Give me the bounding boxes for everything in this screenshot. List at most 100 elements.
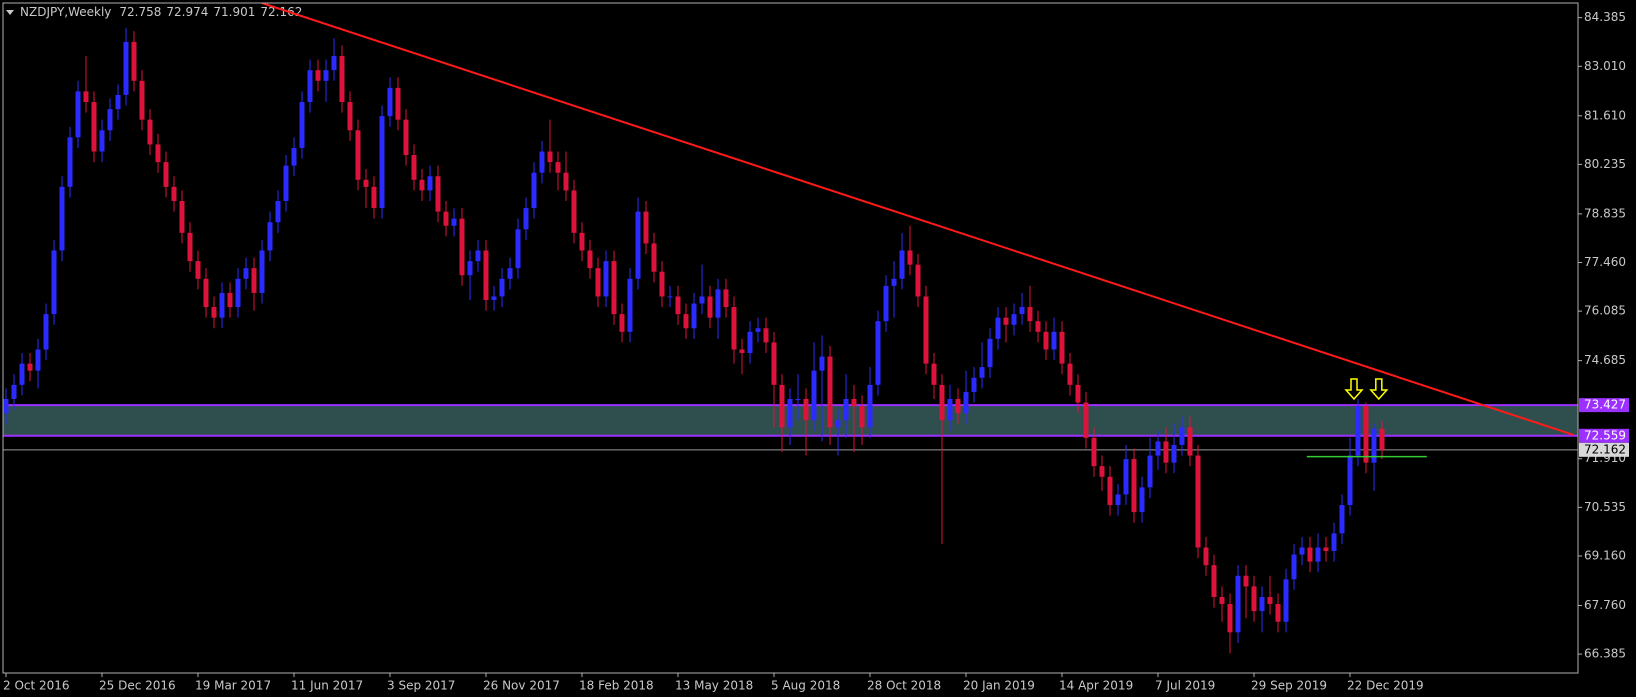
candle-body — [603, 261, 609, 297]
candle-body — [595, 268, 601, 297]
header-high: 72.974 — [166, 5, 208, 19]
candle-body — [1019, 307, 1025, 315]
candle-body — [659, 271, 665, 297]
candle-body — [1371, 428, 1377, 463]
candle-body — [443, 211, 449, 226]
x-tick-label: 2 Oct 2016 — [3, 679, 70, 693]
candle-body — [1243, 575, 1249, 587]
candle-body — [1291, 554, 1297, 580]
candle-body — [19, 363, 25, 385]
candle-body — [667, 296, 673, 298]
candle-body — [251, 268, 257, 293]
trendline — [261, 3, 1575, 437]
y-tick-label: 69.160 — [1584, 548, 1626, 562]
candle-body — [891, 278, 897, 286]
candle-body — [1379, 428, 1385, 450]
candle-body — [59, 186, 65, 251]
candle-body — [707, 296, 713, 318]
candle-body — [331, 56, 337, 71]
candle-body — [1155, 441, 1161, 456]
candle-body — [299, 101, 305, 148]
y-tick-label: 67.760 — [1584, 598, 1626, 612]
candle-body — [395, 87, 401, 120]
candle-body — [219, 292, 225, 318]
candle-body — [835, 420, 841, 428]
candle-body — [803, 398, 809, 421]
header-triangle — [6, 10, 14, 15]
candle-body — [1003, 317, 1009, 325]
candle-body — [915, 264, 921, 297]
candle-body — [123, 41, 129, 95]
candle-body — [787, 398, 793, 428]
candle-body — [1315, 547, 1321, 562]
candle-body — [779, 384, 785, 428]
candle-body — [539, 151, 545, 173]
candle-body — [963, 391, 969, 414]
candle-body — [1059, 331, 1065, 364]
candle-body — [243, 268, 249, 279]
candle-body — [531, 172, 537, 209]
candle-body — [979, 367, 985, 378]
candle-body — [203, 278, 209, 308]
candle-body — [563, 172, 569, 191]
down-arrow — [1369, 378, 1389, 401]
candle-body — [1011, 314, 1017, 325]
x-tick-label: 7 Jul 2019 — [1155, 679, 1215, 693]
candle-body — [907, 250, 913, 265]
y-tick-label: 80.235 — [1584, 157, 1626, 171]
candle-body — [1347, 455, 1353, 506]
candle-body — [355, 130, 361, 180]
candle-body — [195, 261, 201, 279]
candle-body — [427, 176, 433, 191]
candle-body — [947, 398, 953, 421]
candle-body — [515, 229, 521, 269]
candle-body — [339, 56, 345, 102]
candle-body — [1275, 604, 1281, 622]
candle-body — [1027, 307, 1033, 322]
candle-body — [283, 165, 289, 201]
candle-body — [499, 278, 505, 297]
candle-body — [1355, 406, 1361, 456]
header-open: 72.758 — [119, 5, 161, 19]
candle-body — [1051, 331, 1057, 350]
x-tick-label: 13 May 2018 — [675, 679, 753, 693]
candle-body — [1115, 494, 1121, 506]
y-tick-label: 77.460 — [1584, 255, 1626, 269]
candle-body — [1331, 533, 1337, 552]
candle-body — [1227, 604, 1233, 633]
candle-body — [1195, 455, 1201, 548]
plot-area — [3, 3, 1578, 654]
candle-body — [387, 87, 393, 117]
candle-body — [227, 292, 233, 308]
y-tick-label: 70.535 — [1584, 500, 1626, 514]
candle-body — [1091, 437, 1097, 467]
x-tick-label: 18 Feb 2018 — [579, 679, 654, 693]
candle-body — [179, 200, 185, 233]
candle-body — [131, 41, 137, 81]
candle-body — [43, 314, 49, 350]
chart-header: NZDJPY,Weekly 72.758 72.974 71.901 72.162 — [20, 5, 302, 19]
candle-body — [35, 349, 41, 371]
candle-body — [1339, 505, 1345, 534]
x-tick-label: 5 Aug 2018 — [771, 679, 840, 693]
candle-body — [931, 363, 937, 385]
candle-body — [723, 289, 729, 308]
bid-label: 72.162 — [1584, 442, 1626, 456]
candle-body — [971, 377, 977, 392]
candle-body — [643, 211, 649, 244]
y-tick-label: 74.685 — [1584, 353, 1626, 367]
y-tick-label: 84.385 — [1584, 10, 1626, 24]
candle-body — [1307, 547, 1313, 562]
candle-body — [51, 250, 57, 315]
candle-body — [827, 356, 833, 428]
candle-body — [851, 398, 857, 407]
x-tick-label: 11 Jun 2017 — [291, 679, 363, 693]
candle-body — [883, 285, 889, 322]
candle-body — [1163, 441, 1169, 463]
candle-body — [1035, 321, 1041, 332]
y-tick-label: 76.085 — [1584, 304, 1626, 318]
candle-body — [523, 208, 529, 230]
